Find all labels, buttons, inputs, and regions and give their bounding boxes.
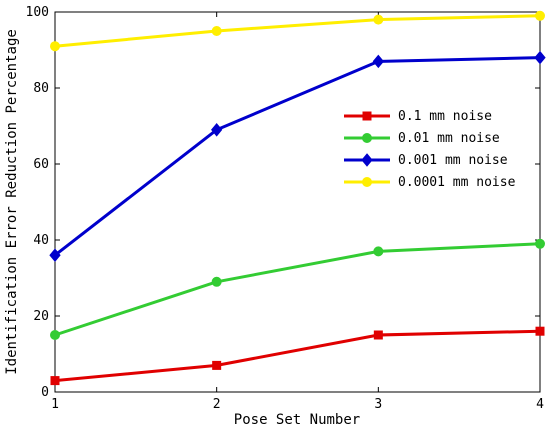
legend-label: 0.01 mm noise — [398, 131, 500, 146]
series-2 — [49, 50, 546, 262]
series-0 — [50, 326, 545, 386]
data-point — [50, 41, 60, 52]
series-line — [54, 56, 541, 257]
legend-swatch-marker — [362, 177, 372, 187]
series-3 — [50, 10, 545, 52]
y-tick-label: 0 — [41, 385, 49, 400]
series-line — [54, 14, 541, 48]
plot-area — [54, 11, 541, 393]
series-layer — [49, 10, 546, 386]
legend-swatch-marker — [361, 153, 373, 167]
y-axis-ticks: 0 20 40 60 80 100 — [26, 5, 540, 400]
y-tick-label: 20 — [33, 309, 49, 324]
x-tick-label: 4 — [536, 397, 544, 412]
data-point — [211, 123, 223, 137]
data-point — [50, 330, 60, 340]
y-tick-label: 100 — [26, 5, 49, 20]
x-axis-label: Pose Set Number — [234, 412, 360, 428]
data-point — [535, 10, 545, 21]
data-point — [50, 376, 60, 386]
data-point — [211, 26, 222, 36]
data-point — [211, 276, 222, 287]
y-tick-label: 60 — [33, 157, 49, 172]
legend-label: 0.001 mm noise — [398, 153, 508, 168]
data-point — [373, 246, 384, 257]
x-tick-label: 2 — [213, 397, 221, 412]
x-tick-label: 3 — [374, 397, 382, 412]
y-tick-label: 40 — [33, 233, 49, 248]
x-tick-label: 1 — [51, 397, 59, 412]
data-point — [535, 326, 545, 336]
data-point — [212, 360, 222, 370]
data-point — [373, 330, 383, 340]
y-tick-label: 80 — [33, 81, 49, 96]
data-point — [534, 50, 546, 65]
data-point — [535, 238, 545, 249]
series-line — [54, 329, 541, 383]
legend-label: 0.1 mm noise — [398, 109, 492, 124]
legend-swatch-marker — [362, 133, 372, 143]
data-point — [373, 14, 384, 25]
legend-swatch-marker — [362, 111, 372, 121]
legend: 0.1 mm noise 0.01 mm noise 0.001 mm noise 0… — [338, 103, 534, 197]
data-point — [372, 54, 384, 69]
y-axis-label: Identification Error Reduction Percentag… — [4, 29, 20, 375]
legend-label: 0.0001 mm noise — [398, 175, 516, 190]
data-point — [49, 248, 61, 262]
series-1 — [50, 238, 545, 340]
series-line — [54, 242, 541, 337]
